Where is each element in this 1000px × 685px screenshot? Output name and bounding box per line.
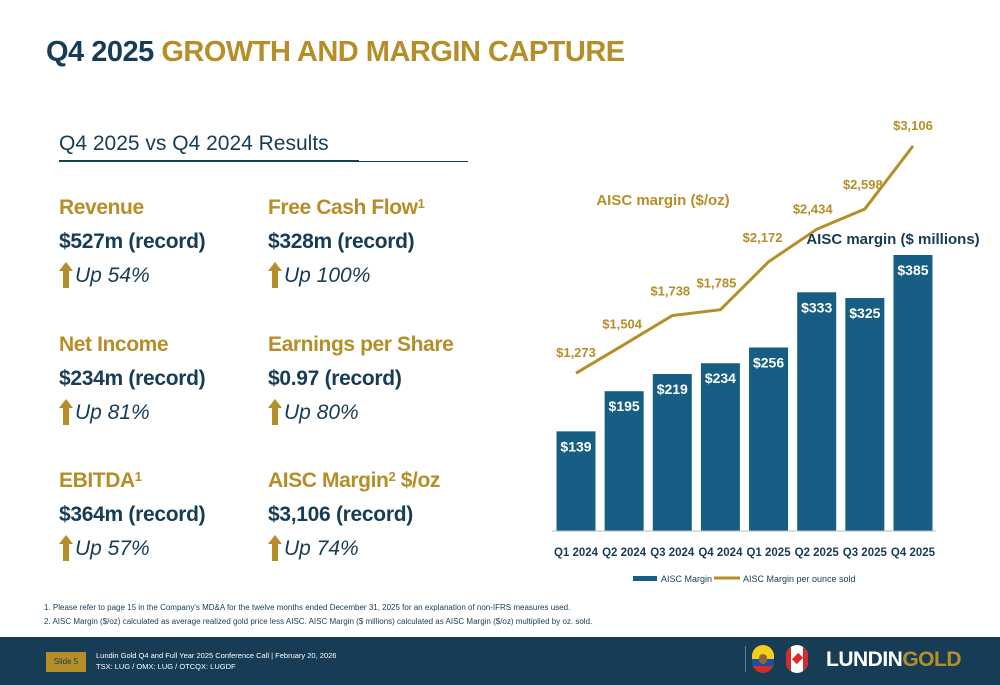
- bar-3: [700, 363, 740, 531]
- footer-bar: [0, 637, 1000, 685]
- line-label-0: $1,273: [556, 345, 596, 360]
- bar-label-4: $256: [753, 354, 784, 370]
- logo-part2: GOLD: [902, 648, 961, 671]
- line-label-4: $2,172: [743, 230, 783, 245]
- metric-name: EBITDA1: [59, 469, 142, 492]
- legend-label-line: AISC Margin per ounce sold: [743, 574, 856, 584]
- category-label-6: Q3 2025: [843, 547, 888, 559]
- line-label-6: $2,598: [843, 177, 883, 192]
- ecuador-flag-icon: [752, 645, 774, 673]
- bar-7: [893, 255, 933, 531]
- category-label-1: Q2 2024: [602, 547, 647, 559]
- metric-change: Up 100%: [268, 260, 478, 292]
- metric-change: Up 54%: [59, 260, 269, 292]
- metric-value: $527m (record): [59, 230, 206, 253]
- metric-value: $328m (record): [268, 230, 415, 253]
- footer-info: Lundin Gold Q4 and Full Year 2025 Confer…: [96, 650, 336, 672]
- bar-6: [845, 298, 885, 531]
- line-annotation: AISC margin ($/oz): [596, 192, 729, 209]
- bar-label-7: $385: [897, 262, 928, 278]
- canada-flag-icon: [786, 645, 808, 673]
- footnote-2: 2. AISC Margin ($/oz) calculated as aver…: [44, 617, 593, 626]
- metric-value: $3,106 (record): [268, 503, 413, 526]
- footnote-1: 1. Please refer to page 15 in the Compan…: [44, 603, 571, 612]
- category-label-3: Q4 2024: [698, 547, 743, 559]
- up-arrow-icon: [268, 399, 284, 425]
- footer-divider: [745, 646, 746, 672]
- line-label-5: $2,434: [793, 201, 834, 216]
- line-label-7: $3,106: [893, 118, 933, 133]
- bar-label-3: $234: [705, 370, 736, 386]
- up-arrow-icon: [59, 535, 75, 561]
- aisc-margin-chart: $139 Q1 2024 $195 Q2 2024 $219 Q3 2024 $234 Q4 …: [552, 118, 980, 584]
- metric-5: AISC Margin2 $/oz $3,106 (record) Up 74%: [268, 465, 478, 565]
- bar-label-5: $333: [801, 299, 832, 315]
- line-label-2: $1,738: [650, 284, 690, 299]
- metric-value: $0.97 (record): [268, 367, 402, 390]
- slide-number: Slide 5: [46, 652, 86, 672]
- title-part2: GROWTH AND MARGIN CAPTURE: [161, 36, 625, 68]
- bar-label-2: $219: [657, 381, 688, 397]
- line-label-3: $1,785: [697, 276, 737, 291]
- conference-text: Lundin Gold Q4 and Full Year 2025 Confer…: [96, 651, 337, 660]
- metric-value: $234m (record): [59, 367, 206, 390]
- up-arrow-icon: [268, 262, 284, 288]
- metric-2: Net Income $234m (record) Up 81%: [59, 329, 269, 429]
- page-title: Q4 2025 GROWTH AND MARGIN CAPTURE: [46, 36, 625, 69]
- bar-label-6: $325: [849, 305, 880, 321]
- metric-value: $364m (record): [59, 503, 206, 526]
- metric-3: Earnings per Share $0.97 (record) Up 80%: [268, 329, 478, 429]
- bar-2: [652, 374, 692, 531]
- title-part1: Q4 2025: [46, 36, 154, 68]
- metric-name: Free Cash Flow1: [268, 196, 425, 219]
- metric-0: Revenue $527m (record) Up 54%: [59, 192, 269, 292]
- category-label-5: Q2 2025: [795, 547, 840, 559]
- category-label-7: Q4 2025: [891, 547, 936, 559]
- bar-label-1: $195: [609, 398, 640, 414]
- bar-5: [797, 292, 837, 531]
- bar-4: [749, 347, 789, 531]
- metric-change: Up 80%: [268, 397, 478, 429]
- up-arrow-icon: [268, 535, 284, 561]
- category-label-2: Q3 2024: [650, 547, 695, 559]
- bar-0: [556, 431, 596, 531]
- metric-change: Up 74%: [268, 533, 478, 565]
- legend-swatch-bar: [633, 576, 657, 581]
- bar-1: [604, 391, 644, 531]
- line-label-1: $1,504: [602, 317, 643, 332]
- metric-name: Revenue: [59, 196, 144, 219]
- metric-4: EBITDA1 $364m (record) Up 57%: [59, 465, 269, 565]
- tickers-text: TSX: LUG / OMX: LUG / OTCQX: LUGDF: [96, 662, 236, 671]
- bar-label-0: $139: [560, 438, 591, 454]
- lundin-gold-logo: LUNDINGOLD: [826, 648, 961, 672]
- subtitle-underline-accent: [59, 160, 359, 162]
- results-subtitle: Q4 2025 vs Q4 2024 Results: [59, 132, 329, 155]
- metric-1: Free Cash Flow1 $328m (record) Up 100%: [268, 192, 478, 292]
- metric-change: Up 81%: [59, 397, 269, 429]
- category-label-4: Q1 2025: [746, 547, 791, 559]
- metric-name: Earnings per Share: [268, 333, 454, 356]
- up-arrow-icon: [59, 262, 75, 288]
- legend-label-bar: AISC Margin: [661, 574, 712, 584]
- metric-name: AISC Margin2 $/oz: [268, 469, 440, 492]
- metric-name: Net Income: [59, 333, 169, 356]
- metric-change: Up 57%: [59, 533, 269, 565]
- bar-annotation: AISC margin ($ millions): [806, 231, 979, 248]
- line-series: [575, 145, 915, 375]
- up-arrow-icon: [59, 399, 75, 425]
- logo-part1: LUNDIN: [826, 648, 903, 671]
- category-label-0: Q1 2024: [554, 547, 599, 559]
